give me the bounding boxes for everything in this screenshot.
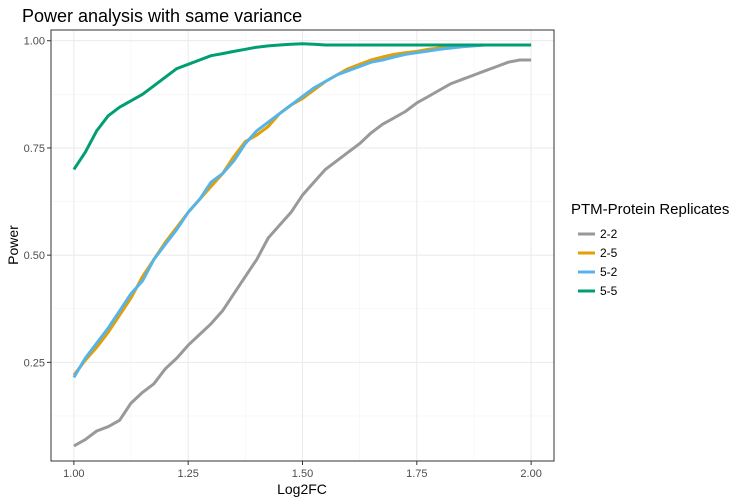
series-line-5-2: [72, 43, 532, 379]
x-axis: 1.00 1.25 1.50 1.75 2.00: [63, 461, 542, 480]
y-axis: 0.25 0.50 0.75 1.00: [24, 36, 51, 369]
y-tick-label: 1.00: [24, 36, 45, 48]
series-lines: [72, 42, 532, 448]
series-line-2-2: [73, 58, 532, 448]
x-tick-label: 1.00: [63, 468, 84, 480]
legend-items: 2-2 2-5 5-2 5-5: [578, 227, 618, 298]
y-tick-label: 0.50: [24, 250, 45, 262]
chart-title: Power analysis with same variance: [22, 6, 302, 26]
major-gridlines: [51, 30, 554, 461]
legend-label: 5-5: [600, 284, 618, 298]
legend-label: 2-2: [600, 227, 618, 241]
legend-title: PTM-Protein Replicates: [571, 201, 729, 218]
x-tick-label: 1.75: [406, 468, 427, 480]
y-tick-label: 0.75: [24, 143, 45, 155]
x-axis-title: Log2FC: [277, 481, 327, 497]
plot-panel: [50, 29, 555, 462]
x-tick-label: 1.50: [292, 468, 313, 480]
x-tick-label: 2.00: [520, 468, 541, 480]
x-tick-label: 1.25: [177, 468, 198, 480]
legend: PTM-Protein Replicates 2-2 2-5 5-2 5-5: [571, 201, 729, 298]
legend-label: 2-5: [600, 246, 618, 260]
legend-label: 5-2: [600, 265, 618, 279]
y-axis-title: Power: [5, 225, 21, 265]
y-tick-label: 0.25: [24, 357, 45, 369]
series-line-5-5: [72, 42, 532, 171]
